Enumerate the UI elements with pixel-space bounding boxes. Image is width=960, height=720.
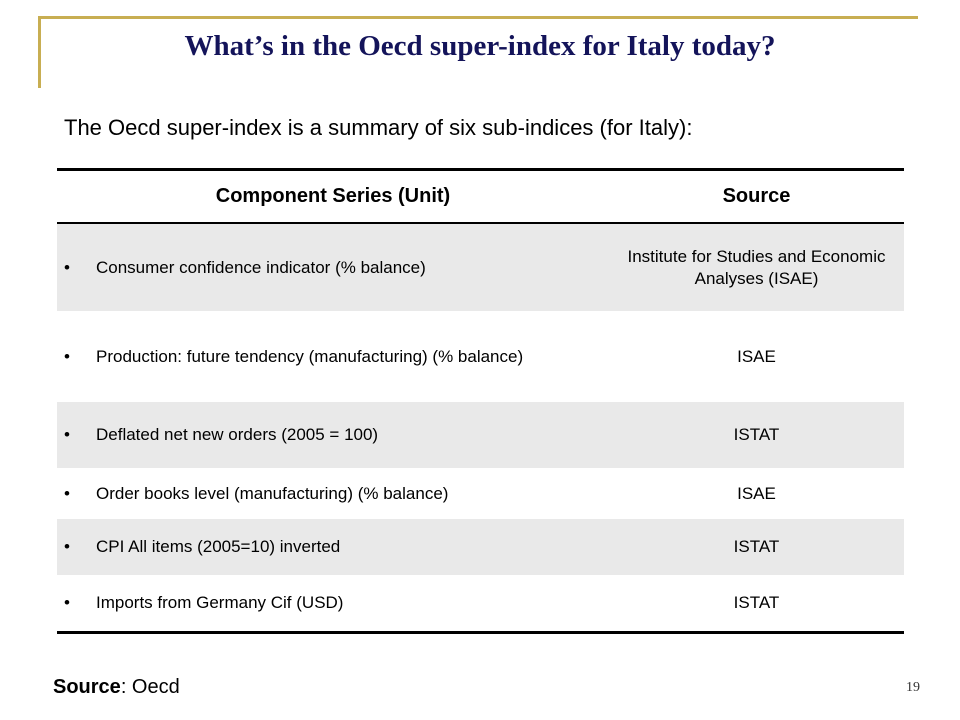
row-component: Deflated net new orders (2005 = 100) [57,424,609,446]
frame-vertical-line [38,16,41,88]
header-source: Source [722,185,791,207]
row-source: ISTAT [733,593,780,612]
row-source: ISTAT [733,425,780,444]
row-component: Consumer confidence indicator (% balance… [57,257,609,279]
footer-source: Source: Oecd [53,676,180,699]
row-component: Imports from Germany Cif (USD) [57,592,609,614]
components-table: Component Series (Unit) Source Consumer … [57,168,904,634]
table-row: Order books level (manufacturing) (% bal… [57,468,904,519]
table-row: Deflated net new orders (2005 = 100) IST… [57,402,904,468]
row-component: Production: future tendency (manufacturi… [57,346,609,368]
row-source: ISAE [737,346,776,366]
frame-horizontal-line [38,16,918,19]
table-header: Component Series (Unit) Source [57,171,904,224]
header-component: Component Series (Unit) [215,185,451,207]
row-source: Institute for Studies and Economic Analy… [627,246,886,288]
row-source: ISTAT [733,537,780,556]
slide-title: What’s in the Oecd super-index for Italy… [184,30,776,62]
footer-source-value: : Oecd [120,676,180,698]
row-component: CPI All items (2005=10) inverted [57,536,609,558]
intro-text: The Oecd super-index is a summary of six… [64,115,693,140]
table-row: Consumer confidence indicator (% balance… [57,224,904,311]
table-row: CPI All items (2005=10) inverted ISTAT [57,519,904,575]
footer-source-label: Source [53,676,121,698]
row-component: Order books level (manufacturing) (% bal… [57,483,609,505]
table-row: Production: future tendency (manufacturi… [57,311,904,402]
table-row: Imports from Germany Cif (USD) ISTAT [57,575,904,631]
page-number: 19 [906,680,920,695]
row-source: ISAE [737,483,776,503]
